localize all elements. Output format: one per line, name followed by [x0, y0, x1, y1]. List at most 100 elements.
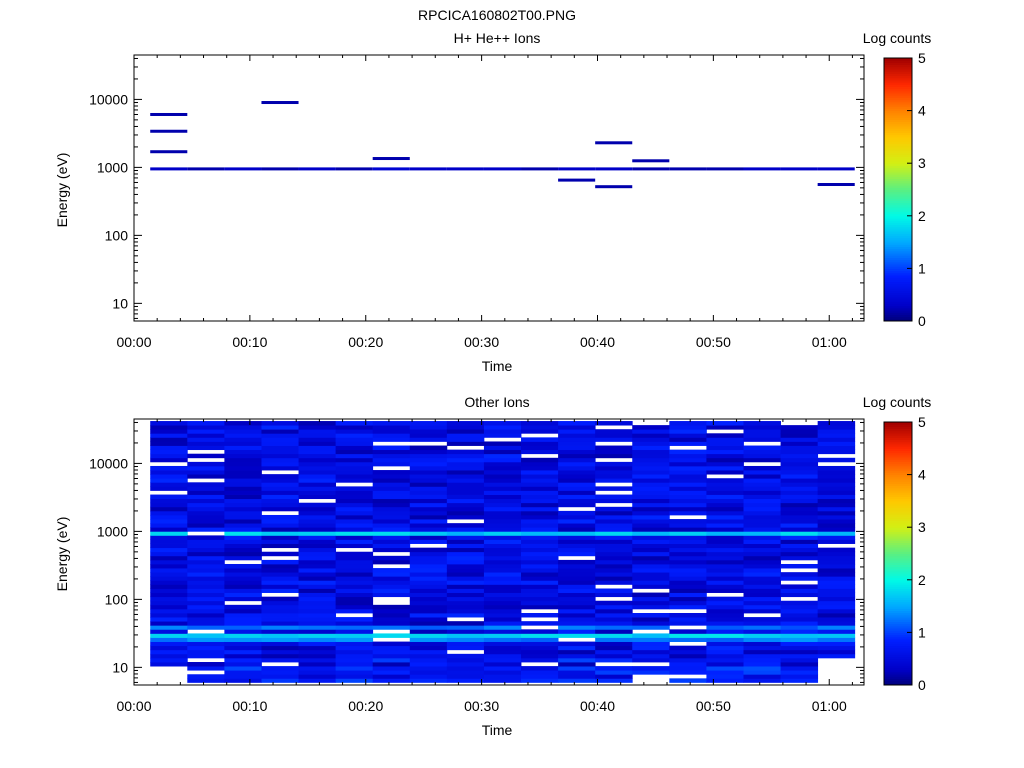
heatmap-cell [224, 527, 262, 532]
heatmap-cell [150, 510, 188, 516]
heatmap-cell [521, 604, 559, 610]
colorbar-swatch [884, 573, 912, 576]
heatmap-cell [298, 662, 337, 667]
heatmap-cell [335, 457, 374, 463]
heatmap-cell [298, 502, 337, 508]
heatmap-cell [632, 425, 670, 430]
heatmap-cell [780, 490, 819, 495]
heatmap-cell [595, 629, 633, 634]
heatmap-cell [409, 445, 448, 451]
heatmap-cell [224, 576, 262, 581]
heatmap-cell [780, 445, 819, 451]
heatmap-cell [632, 596, 670, 602]
colorbar-swatch [884, 437, 912, 441]
heatmap-cell [743, 453, 781, 459]
heatmap-cell [669, 563, 707, 569]
heatmap-cell [298, 514, 337, 520]
heatmap-cell [558, 523, 596, 528]
colorbar-swatch [884, 130, 912, 134]
heatmap-cell [743, 645, 781, 651]
heatmap-cell [743, 588, 781, 593]
colorbar-tick-label: 1 [918, 260, 926, 276]
heatmap-cell [335, 167, 373, 171]
heatmap-cell [669, 543, 707, 549]
heatmap-cell [780, 576, 819, 581]
colorbar-swatch [884, 669, 912, 673]
heatmap-cell [224, 421, 262, 426]
heatmap-cell [706, 482, 744, 487]
heatmap-cell [632, 637, 670, 642]
heatmap-cell [521, 470, 559, 475]
heatmap-cell [261, 482, 299, 487]
heatmap-cell [298, 474, 337, 479]
heatmap-cell [261, 539, 299, 544]
heatmap-cell [483, 678, 522, 683]
colorbar-swatch [884, 213, 912, 217]
heatmap-cell [780, 637, 819, 642]
heatmap-cell [483, 531, 522, 536]
colorbar-tick-label: 0 [918, 313, 926, 329]
heatmap-cell [595, 576, 633, 581]
y-tick-label: 10000 [89, 455, 128, 471]
heatmap-cell [446, 457, 485, 463]
heatmap-cell [595, 445, 633, 451]
heatmap-cell [483, 429, 522, 434]
heatmap-cell [224, 486, 262, 491]
heatmap-cell [669, 506, 707, 512]
heatmap-cell [521, 584, 559, 589]
heatmap-cell [224, 449, 262, 455]
heatmap-cell [261, 629, 299, 634]
heatmap-cell [669, 510, 707, 516]
heatmap-cell [817, 633, 856, 638]
heatmap-cell [187, 625, 225, 630]
heatmap-cell [372, 157, 410, 161]
heatmap-cell [335, 453, 374, 459]
heatmap-cell [817, 514, 856, 520]
heatmap-cell [372, 612, 411, 618]
heatmap-cell [446, 612, 485, 618]
heatmap-cell [261, 674, 299, 679]
heatmap-cell [743, 527, 781, 532]
heatmap-cell [335, 641, 374, 647]
heatmap-cell [483, 568, 522, 573]
heatmap-cell [187, 437, 225, 442]
heatmap-cell [780, 543, 819, 549]
heatmap-cell [224, 519, 262, 524]
heatmap-cell [706, 678, 744, 683]
heatmap-cell [298, 555, 337, 561]
heatmap-cell [558, 543, 596, 549]
heatmap-cell [187, 433, 225, 438]
colorbar-swatch [884, 676, 912, 679]
heatmap-cell [521, 563, 559, 569]
heatmap-cell [632, 576, 670, 581]
heatmap-cell [187, 510, 225, 516]
heatmap-cell [150, 629, 188, 634]
heatmap-cell [335, 678, 374, 683]
heatmap-cell [372, 429, 411, 434]
heatmap-cell [780, 167, 818, 171]
heatmap-cell [224, 478, 262, 483]
heatmap-cell [298, 486, 337, 491]
heatmap-cell [335, 657, 374, 663]
heatmap-cell [446, 645, 485, 651]
heatmap-cell [558, 576, 596, 581]
heatmap-cell [595, 547, 633, 553]
heatmap-cell [335, 470, 374, 475]
heatmap-cell [298, 445, 337, 451]
heatmap-cell [372, 559, 411, 565]
heatmap-cell [261, 670, 299, 675]
heatmap-cell [409, 535, 448, 540]
heatmap-cell [335, 531, 374, 536]
heatmap-cell [521, 612, 559, 618]
heatmap-cell [187, 600, 225, 606]
heatmap-cell [446, 514, 485, 520]
heatmap-cell [335, 498, 374, 504]
heatmap-cell [335, 474, 374, 479]
heatmap-cell [335, 502, 374, 508]
heatmap-cell [298, 670, 337, 675]
heatmap-cell [632, 478, 670, 483]
heatmap-cell [780, 629, 819, 634]
x-tick-label: 00:40 [580, 698, 615, 714]
heatmap-cell [409, 612, 448, 618]
heatmap-cell [409, 641, 448, 647]
